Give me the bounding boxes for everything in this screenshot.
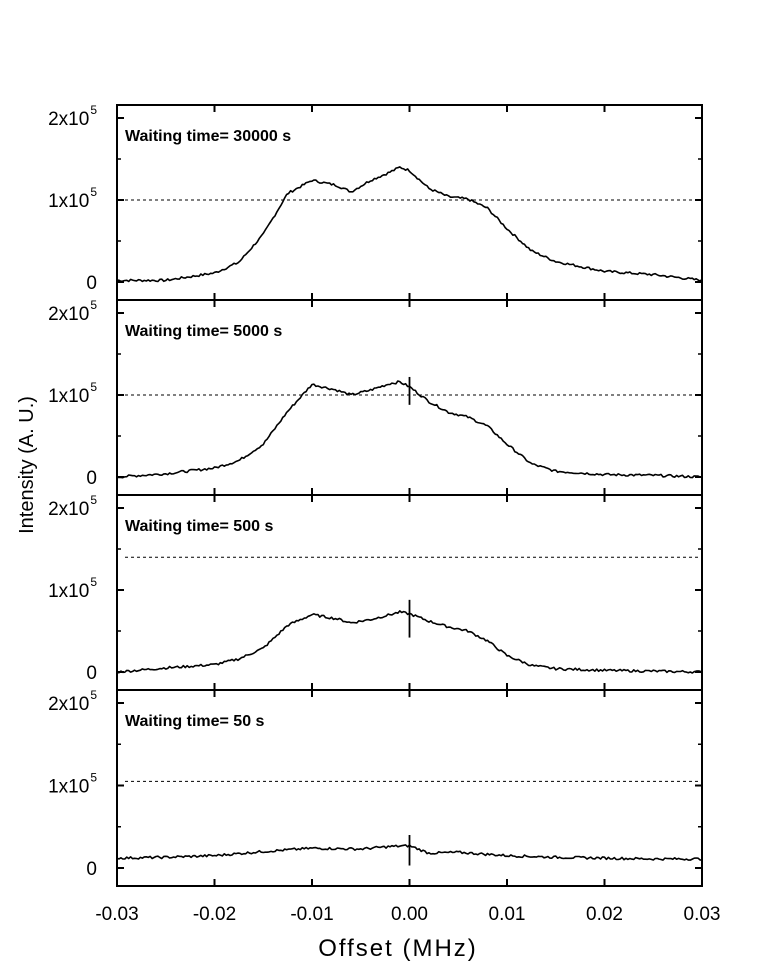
x-tick-labels: -0.03 -0.02 -0.01 0.00 0.01 0.02 0.03 [95,904,720,925]
y-axis-label: Intensity (A. U.) [16,396,38,534]
panels: 0 1x105 2x105 Waiting time= 30000 s 0 1x105 2x… [48,103,703,887]
panel-title: Waiting time= 500 s [125,518,273,535]
x-tick-label: 0.02 [586,904,623,925]
panel-4: 0 1x105 2x105 Waiting time= 50 s [48,688,703,887]
y-tick-label: 2x105 [48,298,97,325]
y-tick-exponent: 5 [90,185,97,199]
panel-title: Waiting time= 30000 s [125,128,291,145]
y-tick-label: 0 [86,663,97,684]
y-tick-label: 0 [86,859,97,880]
y-tick-label: 0 [86,468,97,489]
x-tick-label: -0.03 [95,904,138,925]
x-axis-label: Offset (MHz) [318,935,478,962]
y-tick-label: 2x105 [48,103,97,130]
y-tick-exponent: 5 [90,103,97,117]
y-tick-exponent: 5 [90,771,97,785]
y-tick-label: 2x105 [48,688,97,715]
y-tick-label: 1x105 [48,771,97,798]
y-tick-label: 0 [86,273,97,294]
x-tick-label: -0.02 [193,904,236,925]
panel-title: Waiting time= 5000 s [125,323,282,340]
x-tick-label: -0.01 [290,904,333,925]
y-tick-exponent: 5 [90,493,97,507]
x-tick-label: 0.00 [391,904,428,925]
panel-2: 0 1x105 2x105 Waiting time= 5000 s [48,298,703,496]
y-tick-label: 1x105 [48,185,97,212]
y-tick-label: 1x105 [48,380,97,407]
y-tick-exponent: 5 [90,298,97,312]
y-tick-label: 1x105 [48,575,97,602]
data-series-line [116,166,703,283]
y-tick-exponent: 5 [90,380,97,394]
y-tick-label: 2x105 [48,493,97,520]
y-tick-exponent: 5 [90,688,97,702]
panel-1: 0 1x105 2x105 Waiting time= 30000 s [48,103,703,301]
y-tick-exponent: 5 [90,575,97,589]
panel-3: 0 1x105 2x105 Waiting time= 500 s [48,493,703,691]
x-tick-label: 0.01 [489,904,526,925]
x-tick-label: 0.03 [684,904,721,925]
panel-title: Waiting time= 50 s [125,713,265,730]
